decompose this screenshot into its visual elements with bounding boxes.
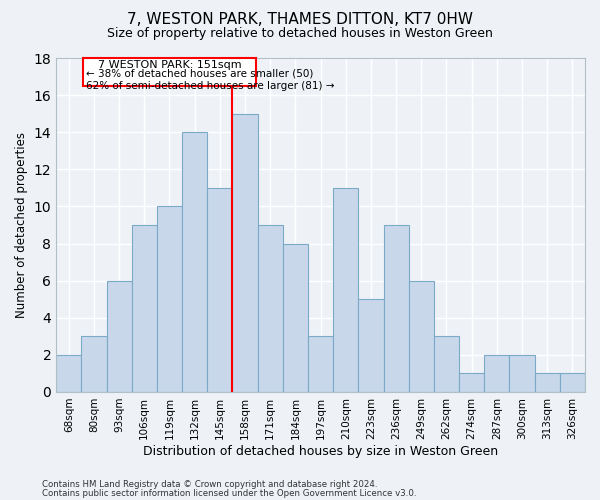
Bar	[157, 206, 182, 392]
Bar	[459, 374, 484, 392]
Bar	[383, 225, 409, 392]
X-axis label: Distribution of detached houses by size in Weston Green: Distribution of detached houses by size …	[143, 444, 498, 458]
Text: Contains public sector information licensed under the Open Government Licence v3: Contains public sector information licen…	[42, 490, 416, 498]
Bar	[333, 188, 358, 392]
Bar	[56, 355, 82, 392]
Bar	[283, 244, 308, 392]
Bar	[535, 374, 560, 392]
Bar	[434, 336, 459, 392]
Text: Size of property relative to detached houses in Weston Green: Size of property relative to detached ho…	[107, 28, 493, 40]
Text: 62% of semi-detached houses are larger (81) →: 62% of semi-detached houses are larger (…	[86, 81, 335, 91]
Bar	[82, 336, 107, 392]
Bar	[257, 225, 283, 392]
Bar	[560, 374, 585, 392]
Text: 7 WESTON PARK: 151sqm: 7 WESTON PARK: 151sqm	[98, 60, 241, 70]
Bar	[132, 225, 157, 392]
Bar	[232, 114, 257, 392]
Bar	[484, 355, 509, 392]
Y-axis label: Number of detached properties: Number of detached properties	[15, 132, 28, 318]
Bar	[308, 336, 333, 392]
Bar	[409, 280, 434, 392]
Bar	[358, 299, 383, 392]
Bar	[207, 188, 232, 392]
Text: 7, WESTON PARK, THAMES DITTON, KT7 0HW: 7, WESTON PARK, THAMES DITTON, KT7 0HW	[127, 12, 473, 28]
Text: ← 38% of detached houses are smaller (50): ← 38% of detached houses are smaller (50…	[86, 68, 314, 78]
Bar	[182, 132, 207, 392]
Bar	[509, 355, 535, 392]
FancyBboxPatch shape	[83, 58, 256, 86]
Bar	[107, 280, 132, 392]
Text: Contains HM Land Registry data © Crown copyright and database right 2024.: Contains HM Land Registry data © Crown c…	[42, 480, 377, 489]
